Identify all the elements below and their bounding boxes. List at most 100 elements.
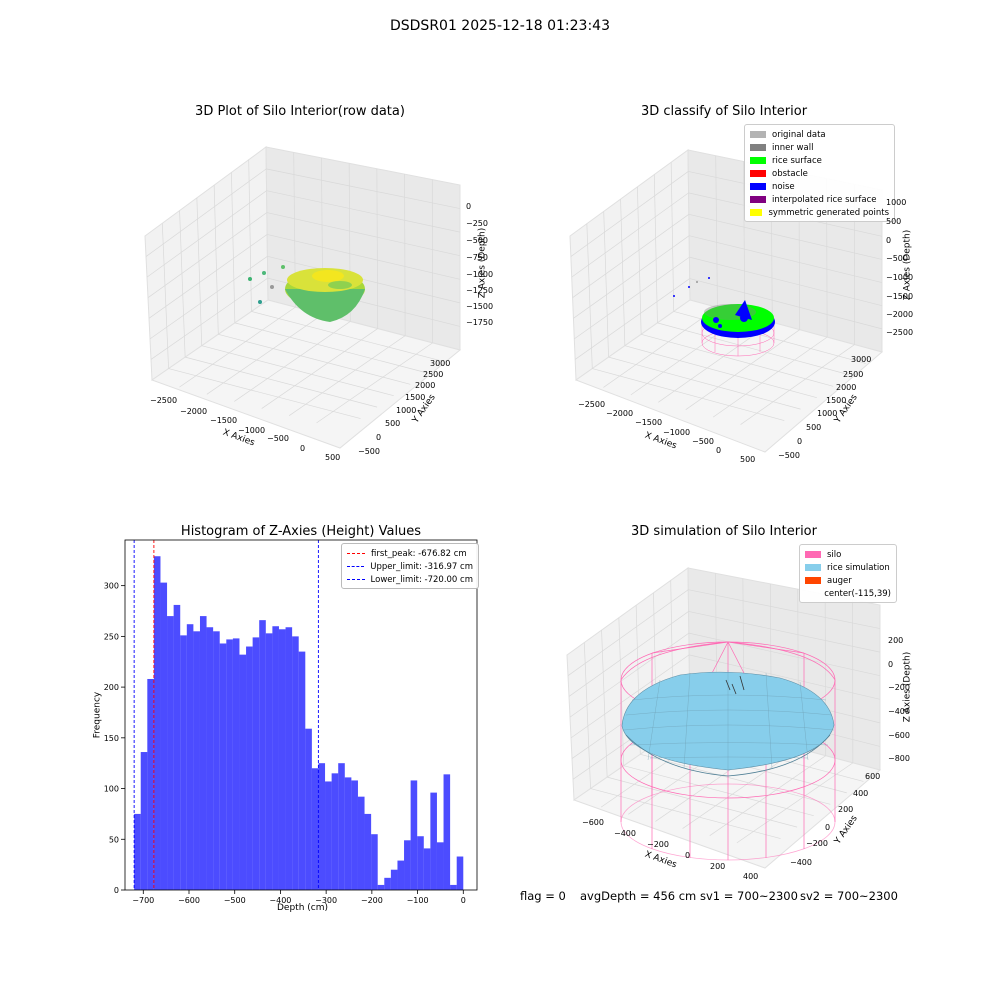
legend-swatch xyxy=(750,183,766,190)
br-ytick-5: 600 xyxy=(865,772,881,781)
grid-line xyxy=(572,214,690,298)
grid-line xyxy=(261,328,378,409)
tl-ztick-6: −1500 xyxy=(466,302,494,311)
hist-xtick-label: −100 xyxy=(407,896,429,905)
legend-swatch xyxy=(750,196,766,203)
panel-title-simulation: 3D simulation of Silo Interior xyxy=(631,524,817,539)
tl-xtick-3: −1000 xyxy=(238,426,266,435)
panel-title-raw: 3D Plot of Silo Interior(row data) xyxy=(195,104,405,119)
legend-line xyxy=(347,579,365,580)
br-xtick-3: 0 xyxy=(685,851,691,860)
hist-bar xyxy=(239,654,247,890)
grid-line xyxy=(570,171,689,257)
hist-bar xyxy=(450,884,457,890)
legend-item: Upper_limit: -316.97 cm xyxy=(347,560,473,573)
br-ytick-2: 0 xyxy=(825,823,831,832)
tr-ytick-6: 2500 xyxy=(843,370,864,379)
hist-bar xyxy=(193,631,200,890)
tr-xtick-4: −500 xyxy=(692,437,714,446)
panel-title-classify: 3D classify of Silo Interior xyxy=(640,104,808,119)
grid-line xyxy=(149,255,268,340)
hist-ytick-label: 0 xyxy=(114,886,119,895)
legend-line xyxy=(347,553,365,554)
br-ztick-5: −800 xyxy=(888,754,910,763)
legend-label: auger xyxy=(827,575,852,586)
grid-line xyxy=(623,765,814,817)
hist-bar xyxy=(140,752,148,890)
grid-line xyxy=(712,336,828,418)
tr-ytick-0: −500 xyxy=(778,451,800,460)
tl-ztick-4: −1000 xyxy=(466,270,494,279)
tl-xtick-4: −500 xyxy=(267,434,289,443)
hist-bar xyxy=(364,813,372,890)
grid-line xyxy=(376,168,379,329)
hist-bar xyxy=(265,633,273,890)
br-ytick-4: 400 xyxy=(853,789,869,798)
grid-line xyxy=(179,306,296,388)
legend-item: symmetric generated points xyxy=(750,206,889,219)
tl-ztick-1: −250 xyxy=(466,219,488,228)
hist-bar xyxy=(213,631,220,890)
tl-xtick-6: 500 xyxy=(325,453,341,462)
legend-label: symmetric generated points xyxy=(768,207,889,218)
classify-legend: original data inner wall rice surface ob… xyxy=(744,124,895,222)
tl-xtick-5: 0 xyxy=(300,444,306,453)
hist-bar xyxy=(417,836,424,890)
grid-line xyxy=(570,654,690,739)
legend-item: interpolated rice surface xyxy=(750,193,889,206)
grid-line xyxy=(740,344,855,425)
legend-item: rice simulation xyxy=(805,561,891,574)
hist-bar xyxy=(246,646,253,890)
grid-line xyxy=(640,753,831,805)
hist-ytick-label: 150 xyxy=(104,734,119,743)
hist-title: Histogram of Z-Axies (Height) Values xyxy=(180,524,422,539)
hist-bar xyxy=(344,777,352,890)
hist-legend: first_peak: -676.82 cm Upper_limit: -316… xyxy=(341,543,479,589)
tr-ztick-7: −2500 xyxy=(886,328,914,337)
tr-ztick-4: −1000 xyxy=(886,273,914,282)
grid-line xyxy=(715,155,718,308)
br-xtick-0: −600 xyxy=(582,818,604,827)
tl-xtick-2: −1500 xyxy=(210,416,238,425)
br-zlabel: Z Axies (Depth) xyxy=(902,651,913,723)
classify-points xyxy=(673,277,775,338)
tr-ytick-4: 1500 xyxy=(826,396,847,405)
hist-bar xyxy=(371,834,378,890)
hist-bar xyxy=(351,780,358,890)
grid-line xyxy=(248,159,252,312)
hist-xtick-label: −200 xyxy=(361,896,383,905)
hist-bar xyxy=(436,842,444,890)
grid-line xyxy=(574,256,690,340)
tl-ytick-0: −500 xyxy=(358,447,380,456)
tr-xtick-3: −1000 xyxy=(663,428,691,437)
grid-line xyxy=(571,192,689,278)
hist-bar xyxy=(186,624,194,890)
legend-swatch xyxy=(805,577,821,584)
tr-ytick-7: 3000 xyxy=(851,355,872,364)
grid-line xyxy=(620,199,626,346)
hist-ytick-label: 200 xyxy=(104,683,119,692)
grid-line xyxy=(736,762,854,844)
legend-item: obstacle xyxy=(750,167,889,180)
hist-bar xyxy=(232,638,240,890)
tl-ytick-2: 500 xyxy=(385,419,401,428)
br-ztick-2: −200 xyxy=(888,683,910,692)
grid-line xyxy=(657,322,850,376)
hist-frame xyxy=(124,539,478,891)
tr-ztick-5: −1500 xyxy=(886,292,914,301)
legend-item: silo xyxy=(805,548,891,561)
tr-ztick-1: 500 xyxy=(886,217,902,226)
tl-xtick-1: −2000 xyxy=(180,407,208,416)
tr-xtick-1: −2000 xyxy=(606,409,634,418)
grid-line xyxy=(234,321,351,402)
hist-bar xyxy=(404,840,411,890)
tr-ztick-6: −2000 xyxy=(886,310,914,319)
tr-ytick-5: 2000 xyxy=(836,383,857,392)
raw-3d-surface xyxy=(248,265,365,322)
grid-line xyxy=(206,313,324,395)
grid-line xyxy=(689,235,883,283)
grid-line xyxy=(573,235,690,319)
hist-bar xyxy=(338,763,345,890)
grid-line xyxy=(267,234,461,280)
grid-line xyxy=(574,278,690,360)
